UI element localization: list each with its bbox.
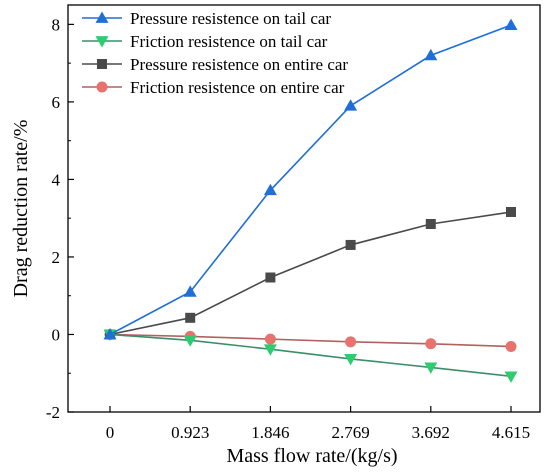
legend-label: Pressure resistence on entire car xyxy=(130,55,348,74)
legend-marker xyxy=(96,81,108,93)
data-point xyxy=(103,327,117,340)
data-point xyxy=(344,99,358,111)
legend-item: Friction resistence on tail car xyxy=(82,32,328,51)
legend-label: Friction resistence on entire car xyxy=(130,78,345,97)
data-point xyxy=(185,312,196,323)
series-line xyxy=(109,24,512,336)
data-point xyxy=(264,333,276,345)
data-point xyxy=(505,340,517,352)
legend-item: Pressure resistence on tail car xyxy=(82,9,331,28)
legend-item: Pressure resistence on entire car xyxy=(82,55,348,74)
series-line xyxy=(109,211,512,336)
series-triangle-up xyxy=(103,18,518,340)
x-tick-label: 1.846 xyxy=(251,423,289,442)
series-layer xyxy=(103,18,518,383)
y-tick-label: 0 xyxy=(52,325,61,344)
data-point xyxy=(504,371,518,383)
x-tick-label: 2.769 xyxy=(331,423,369,442)
legend-marker xyxy=(97,59,107,69)
x-tick-label: 3.692 xyxy=(412,423,450,442)
series-square xyxy=(105,206,516,340)
data-point xyxy=(425,219,436,230)
series-circle xyxy=(104,328,517,352)
axes: -2 0 2 4 6 8 0 0.923 1.846 2.769 3.692 4.615 xyxy=(46,4,541,442)
y-tick-label: 6 xyxy=(52,93,61,112)
y-tick-label: 4 xyxy=(52,170,61,189)
data-point xyxy=(183,285,197,297)
y-tick-label: -2 xyxy=(46,403,60,422)
y-tick-label: 2 xyxy=(52,248,61,267)
legend-marker xyxy=(95,11,109,23)
y-axis-label: Drag reduction rate/% xyxy=(10,120,32,298)
data-point xyxy=(263,344,277,356)
data-point xyxy=(344,354,358,366)
legend: Pressure resistence on tail car Friction … xyxy=(82,9,348,97)
x-tick-label: 0 xyxy=(106,423,115,442)
data-point xyxy=(424,362,438,374)
x-tick-label: 0.923 xyxy=(171,423,209,442)
data-point xyxy=(345,336,357,348)
series-triangle-down xyxy=(103,329,518,383)
x-axis-label: Mass flow rate/(kg/s) xyxy=(226,445,397,467)
x-tick-label: 4.615 xyxy=(492,423,530,442)
data-point xyxy=(506,206,516,217)
legend-item: Friction resistence on entire car xyxy=(82,78,345,97)
data-point xyxy=(265,272,276,283)
legend-label: Friction resistence on tail car xyxy=(130,32,328,51)
data-point xyxy=(424,48,438,61)
y-tick-label: 8 xyxy=(52,15,61,34)
series-line xyxy=(109,333,512,378)
legend-marker xyxy=(95,36,109,48)
plot-frame xyxy=(67,4,541,413)
data-point xyxy=(504,18,518,31)
data-point xyxy=(183,335,197,347)
data-point xyxy=(425,338,437,350)
legend-label: Pressure resistence on tail car xyxy=(130,9,331,28)
series-line xyxy=(109,333,512,348)
data-point xyxy=(345,239,356,250)
data-point xyxy=(263,183,277,196)
